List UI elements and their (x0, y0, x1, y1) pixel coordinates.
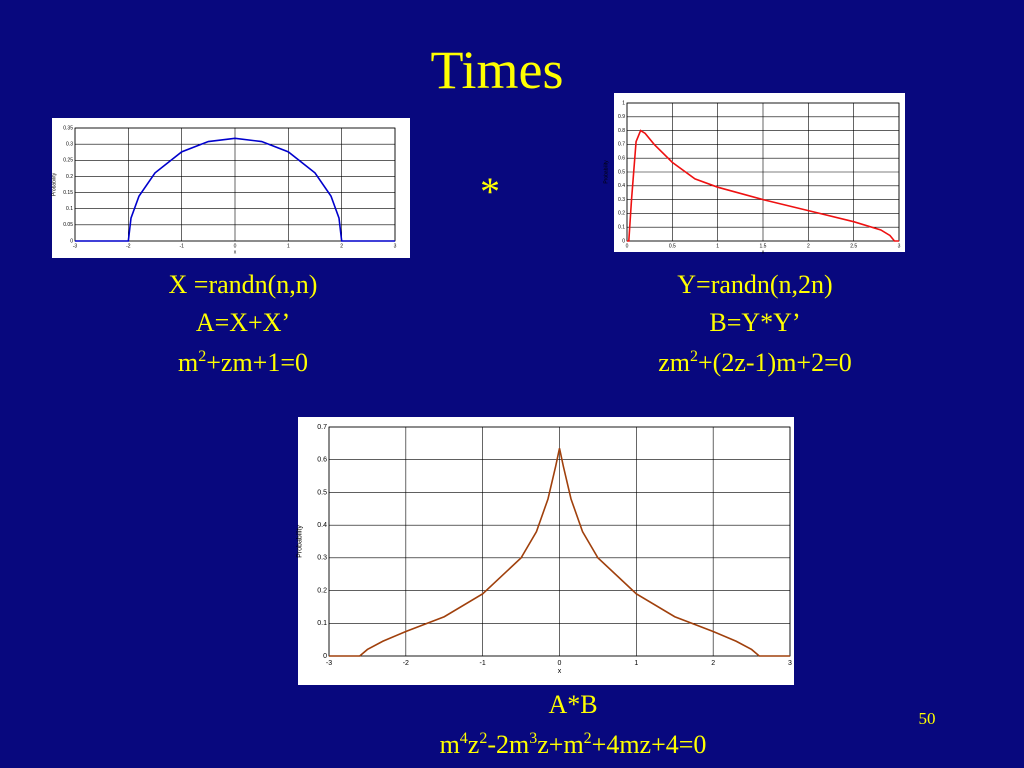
y-tick-label: 0.5 (317, 489, 327, 496)
caption-line: Y=randn(n,2n) (677, 270, 832, 299)
page-number: 50 (919, 709, 936, 728)
chart: 0 0.1 0.2 0.3 0.4 0.5 0.6 0.7 -3 -2 -1 0 1 2 3 x Probabi… (296, 417, 794, 685)
y-tick-label: 0.6 (618, 156, 625, 162)
caption-text: A*B (548, 690, 597, 719)
caption-text: +zm+1=0 (206, 348, 308, 377)
x-tick-label: 3 (394, 243, 397, 249)
x-tick-label: -3 (73, 243, 78, 249)
chart: 0 0.05 0.1 0.15 0.2 0.25 0.3 0.35 -3 -2 -1 0 1 2 3 x Pro… (51, 118, 410, 258)
y-tick-label: 1 (622, 100, 625, 106)
x-tick-label: 0 (558, 660, 562, 667)
caption-text: B=Y*Y’ (709, 308, 800, 337)
x-tick-label: -2 (126, 243, 131, 249)
superscript: 2 (690, 348, 698, 365)
caption-text: Y=randn(n,2n) (677, 270, 832, 299)
y-tick-label: 0.2 (618, 211, 625, 217)
caption-line: A=X+X’ (196, 308, 290, 337)
y-tick-label: 0.35 (63, 125, 73, 131)
x-axis-label: x (234, 249, 237, 255)
y-tick-label: 0.7 (317, 424, 327, 431)
caption-line: X =randn(n,n) (169, 270, 318, 299)
x-tick-label: -1 (179, 243, 184, 249)
y-tick-label: 0 (622, 238, 625, 244)
caption-text: A=X+X’ (196, 308, 290, 337)
caption-text: -2m (487, 730, 529, 759)
y-tick-label: 0.1 (618, 225, 625, 231)
chart-background (298, 417, 794, 685)
caption-text: m (178, 348, 198, 377)
x-tick-label: 0 (234, 243, 237, 249)
y-tick-label: 0.2 (66, 174, 73, 180)
x-tick-label: 2 (340, 243, 343, 249)
y-tick-label: 0.2 (317, 587, 327, 594)
superscript: 3 (529, 730, 537, 747)
y-tick-label: 0.7 (618, 142, 625, 148)
x-tick-label: 3 (788, 660, 792, 667)
data-line (75, 137, 395, 242)
y-axis-label: Probability (51, 172, 57, 196)
y-axis-label: Probability (603, 160, 609, 184)
x-tick-label: -3 (326, 660, 332, 667)
data-line (329, 448, 790, 657)
y-tick-label: 0.6 (317, 457, 327, 464)
caption-text: zm (658, 348, 690, 377)
chart-background (614, 93, 905, 252)
y-tick-label: 0.3 (317, 555, 327, 562)
x-tick-label: 2 (807, 243, 810, 249)
superscript: 2 (584, 730, 592, 747)
y-tick-label: 0.3 (66, 141, 73, 147)
caption-line: m4z2-2m3z+m2+4mz+4=0 (440, 730, 707, 759)
x-tick-label: 0 (626, 243, 629, 249)
y-tick-label: 0.5 (618, 169, 625, 175)
y-tick-label: 0.1 (66, 206, 73, 212)
x-axis-label: x (762, 249, 765, 255)
caption-text: z (468, 730, 480, 759)
x-tick-label: 0.5 (669, 243, 676, 249)
caption-line: B=Y*Y’ (709, 308, 800, 337)
y-axis-label: Probability (296, 525, 303, 558)
y-tick-label: 0 (323, 653, 327, 660)
caption-line: m2+zm+1=0 (178, 348, 308, 377)
chart: 0 0.1 0.2 0.3 0.4 0.5 0.6 0.7 0.8 0.9 1 0 0.5 1 1.5 2 2.… (603, 93, 905, 255)
y-tick-label: 0.9 (618, 114, 625, 120)
x-tick-label: -2 (403, 660, 409, 667)
operator: * (480, 169, 500, 214)
superscript: 2 (479, 730, 487, 747)
y-tick-label: 0.1 (317, 620, 327, 627)
x-axis-label: x (558, 668, 562, 675)
y-tick-label: 0 (70, 238, 73, 244)
plot-frame (626, 102, 900, 242)
y-tick-label: 0.3 (618, 197, 625, 203)
plot-frame (74, 127, 396, 242)
caption-text: +(2z-1)m+2=0 (698, 348, 852, 377)
chart-background (52, 118, 410, 258)
caption-text: m (440, 730, 460, 759)
y-tick-label: 0.4 (317, 522, 327, 529)
caption-line: zm2+(2z-1)m+2=0 (658, 348, 852, 377)
y-tick-label: 0.4 (618, 183, 625, 189)
superscript: 2 (198, 348, 206, 365)
slide-title: Times (430, 40, 563, 100)
x-tick-label: 2 (711, 660, 715, 667)
data-line (627, 129, 899, 242)
caption-text: z+m (537, 730, 583, 759)
caption-text: X =randn(n,n) (169, 270, 318, 299)
x-tick-label: 3 (898, 243, 901, 249)
caption-line: A*B (548, 690, 597, 719)
x-tick-label: 1 (287, 243, 290, 249)
superscript: 4 (460, 730, 468, 747)
caption-text: +4mz+4=0 (592, 730, 707, 759)
x-tick-label: -1 (480, 660, 486, 667)
x-tick-label: 1 (716, 243, 719, 249)
x-tick-label: 2.5 (850, 243, 857, 249)
x-tick-label: 1.5 (760, 243, 767, 249)
y-tick-label: 0.05 (63, 222, 73, 228)
plot-frame (328, 426, 791, 657)
y-tick-label: 0.8 (618, 128, 625, 134)
y-tick-label: 0.25 (63, 158, 73, 164)
y-tick-label: 0.15 (63, 190, 73, 196)
x-tick-label: 1 (634, 660, 638, 667)
